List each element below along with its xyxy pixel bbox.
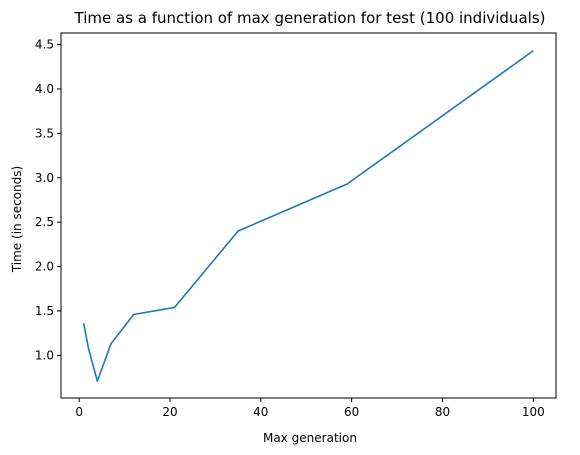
- y-axis-label: Time (in seconds): [10, 166, 24, 273]
- y-tick-label: 3.0: [35, 171, 54, 185]
- y-tick-label: 4.5: [35, 38, 54, 52]
- x-tick-label: 0: [75, 405, 83, 419]
- x-tick-label: 60: [344, 405, 359, 419]
- x-tick-label: 100: [522, 405, 545, 419]
- x-axis-label: Max generation: [263, 431, 357, 445]
- x-tick-label: 80: [435, 405, 450, 419]
- x-tick-label: 40: [253, 405, 268, 419]
- y-tick-label: 1.5: [35, 304, 54, 318]
- x-tick-label: 20: [162, 405, 177, 419]
- plot-frame: [60, 32, 557, 399]
- y-tick-label: 2.5: [35, 215, 54, 229]
- y-tick-label: 2.0: [35, 260, 54, 274]
- y-tick-label: 1.0: [35, 348, 54, 362]
- series-line-0: [82, 50, 534, 382]
- chart-title: Time as a function of max generation for…: [74, 9, 546, 27]
- y-tick-label: 3.5: [35, 126, 54, 140]
- y-tick-label: 4.0: [35, 82, 54, 96]
